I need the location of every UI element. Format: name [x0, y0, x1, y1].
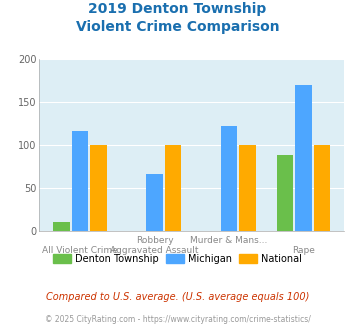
- Bar: [91, 145, 107, 231]
- Text: All Violent Crime: All Violent Crime: [42, 246, 118, 255]
- Bar: [295, 85, 312, 231]
- Bar: [239, 145, 256, 231]
- Text: Aggravated Assault: Aggravated Assault: [110, 246, 199, 255]
- Text: Compared to U.S. average. (U.S. average equals 100): Compared to U.S. average. (U.S. average …: [46, 292, 309, 302]
- Bar: [221, 126, 237, 231]
- Legend: Denton Township, Michigan, National: Denton Township, Michigan, National: [49, 249, 306, 267]
- Bar: [277, 155, 293, 231]
- Text: 2019 Denton Township: 2019 Denton Township: [88, 2, 267, 16]
- Bar: [314, 145, 330, 231]
- Bar: [165, 145, 181, 231]
- Text: Robbery: Robbery: [136, 236, 173, 245]
- Bar: [146, 174, 163, 231]
- Text: © 2025 CityRating.com - https://www.cityrating.com/crime-statistics/: © 2025 CityRating.com - https://www.city…: [45, 315, 310, 324]
- Bar: [72, 131, 88, 231]
- Text: Murder & Mans...: Murder & Mans...: [190, 236, 268, 245]
- Text: Rape: Rape: [292, 246, 315, 255]
- Bar: [53, 222, 70, 231]
- Text: Violent Crime Comparison: Violent Crime Comparison: [76, 20, 279, 34]
